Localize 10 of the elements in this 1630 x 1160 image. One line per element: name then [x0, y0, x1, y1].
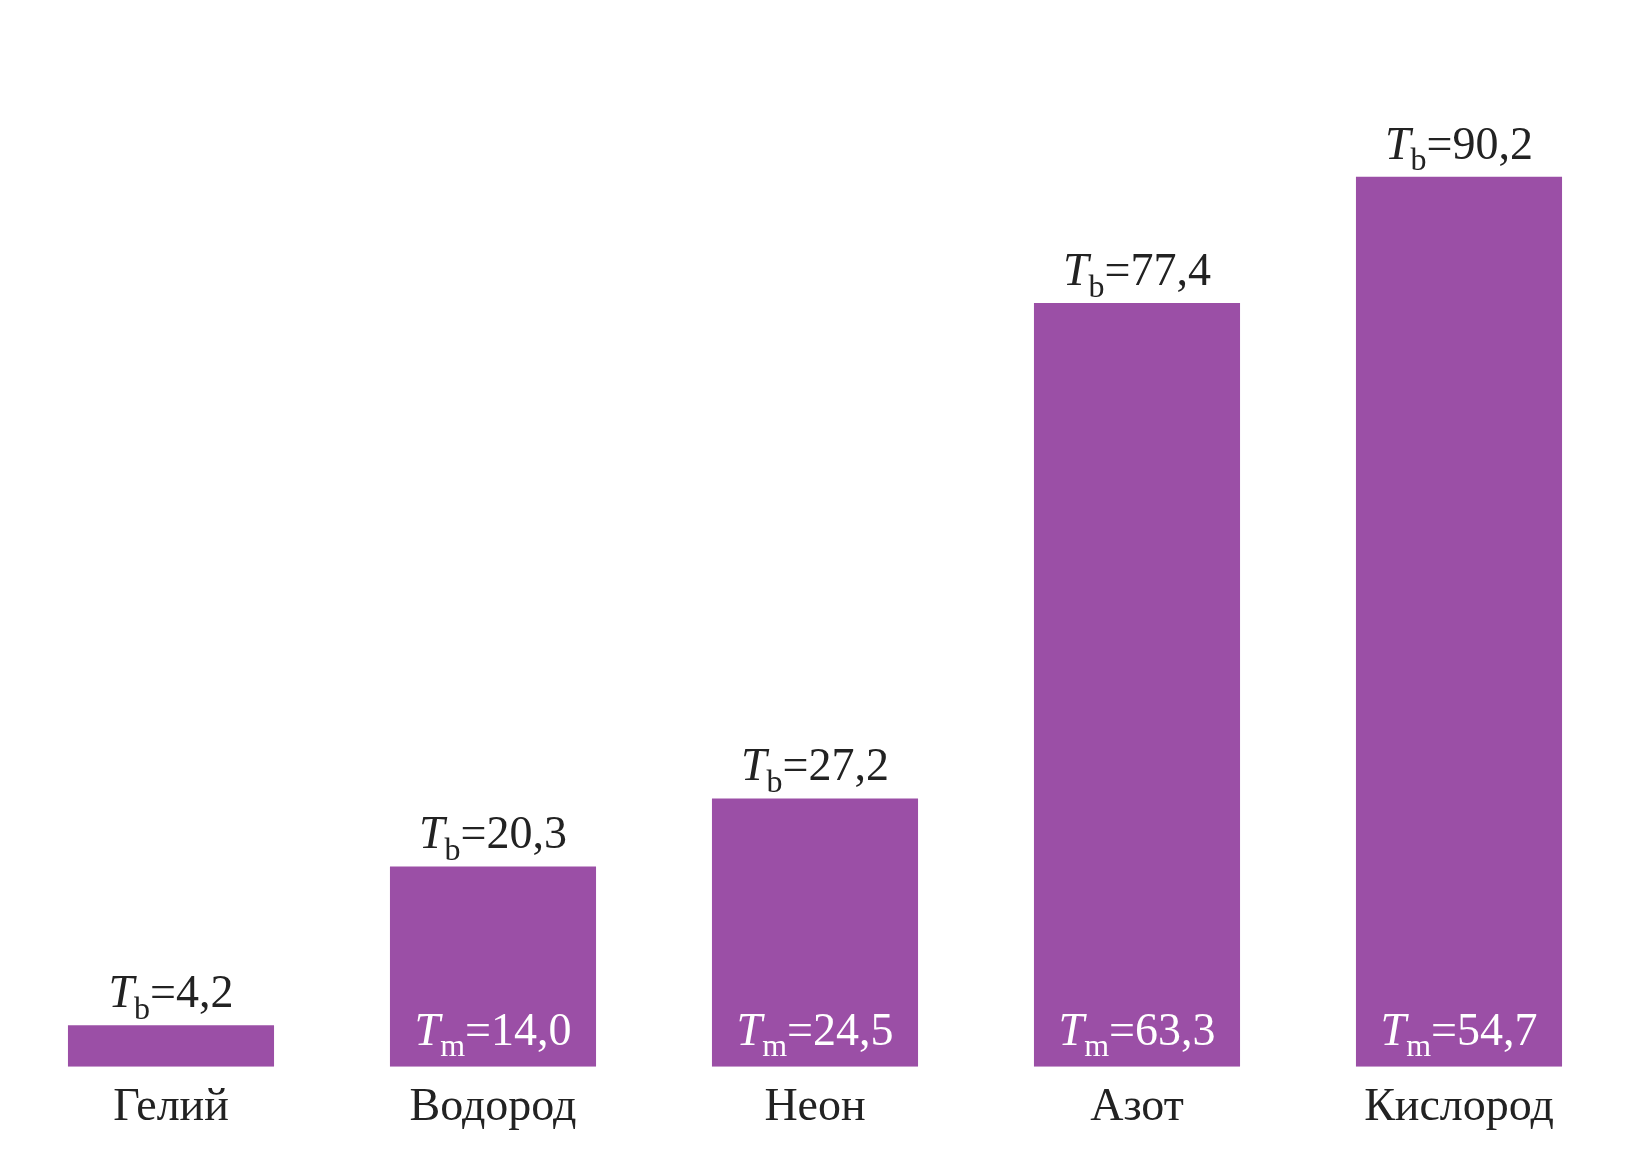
bar [67, 1025, 275, 1067]
x-tick-label: Гелий [113, 1079, 229, 1131]
x-tick-label: Водород [409, 1079, 577, 1131]
bar [1355, 176, 1563, 1067]
x-tick-label: Неон [764, 1079, 866, 1131]
x-tick-label: Кислород [1364, 1079, 1554, 1131]
bar [1033, 303, 1241, 1067]
x-tick-label: Азот [1090, 1079, 1184, 1131]
bar [711, 798, 919, 1067]
bar [389, 866, 597, 1067]
